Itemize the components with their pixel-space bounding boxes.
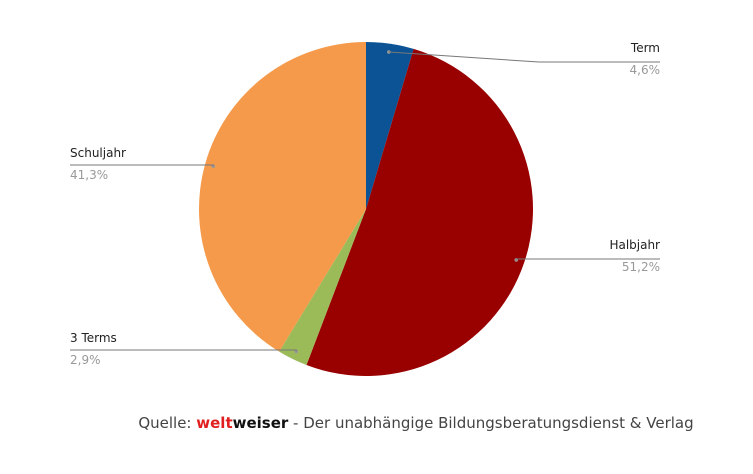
leader-line bbox=[70, 349, 297, 352]
source-suffix: - Der unabhängige Bildungsberatungsdiens… bbox=[288, 414, 693, 432]
source-prefix: Quelle: bbox=[138, 414, 196, 432]
value-label: 41,3% bbox=[70, 168, 108, 182]
category-label: Halbjahr bbox=[609, 238, 660, 252]
leader-dot bbox=[294, 349, 299, 354]
category-label: 3 Terms bbox=[70, 331, 117, 345]
category-label: Term bbox=[630, 41, 660, 55]
leader-line bbox=[515, 258, 660, 260]
leader-line bbox=[70, 164, 214, 167]
pie bbox=[198, 42, 533, 376]
value-label: 2,9% bbox=[70, 353, 101, 367]
slice bbox=[366, 42, 414, 209]
category-label: Schuljahr bbox=[70, 146, 126, 160]
source-brand: weiser bbox=[233, 414, 289, 432]
slice bbox=[198, 42, 366, 352]
leader-line bbox=[388, 51, 660, 63]
source: Quelle: weltweiser - Der unabhängige Bil… bbox=[138, 414, 693, 432]
value-label: 51,2% bbox=[622, 260, 660, 274]
source-brand: welt bbox=[196, 414, 232, 432]
slice bbox=[279, 209, 366, 366]
slice bbox=[306, 48, 533, 376]
labels: Term 4,6% Halbjahr 51,2% 3 Terms 2,9% Schuljah… bbox=[70, 41, 660, 367]
value-label: 4,6% bbox=[630, 63, 661, 77]
